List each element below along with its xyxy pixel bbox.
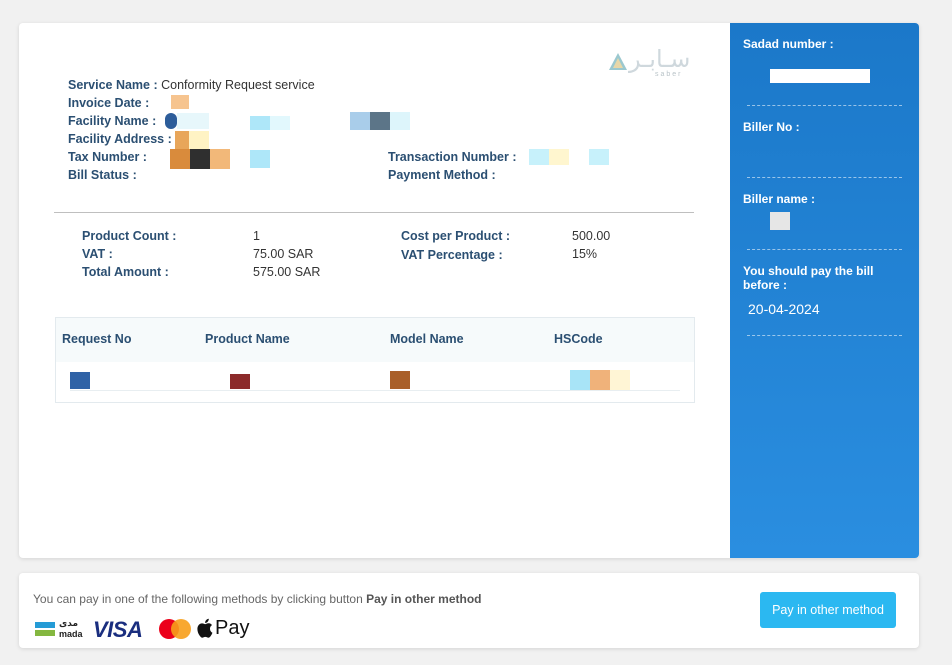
redacted-block: [189, 131, 209, 149]
vat-value: 75.00 SAR: [253, 247, 314, 261]
payment-instructions-text: You can pay in one of the following meth…: [33, 592, 363, 606]
transaction-number-label: Transaction Number :: [388, 150, 517, 164]
payment-instructions: You can pay in one of the following meth…: [33, 592, 481, 606]
visa-logo: VISA: [93, 617, 143, 642]
sidebar-separator: [747, 335, 902, 336]
request-table-header: Request No Product Name Model Name HSCod…: [56, 318, 694, 362]
cost-per-product-label: Cost per Product :: [401, 229, 511, 243]
invoice-main: سـابـر saber Service Name : Conformity R…: [19, 23, 730, 558]
facility-name-label: Facility Name :: [68, 114, 157, 128]
redacted-block: [190, 149, 210, 169]
redacted-biller-name: [770, 212, 790, 230]
redacted-product-name: [230, 374, 250, 389]
row-underline: [70, 390, 680, 391]
apple-icon: [197, 618, 213, 638]
payment-sidebar: Sadad number : Biller No : Biller name :…: [730, 23, 919, 558]
product-count-value: 1: [253, 229, 260, 243]
payment-method-label: Payment Method :: [388, 168, 496, 182]
redacted-block: [270, 116, 290, 130]
redacted-block: [370, 112, 390, 130]
redacted-invoice-date: [171, 95, 189, 109]
section-divider: [54, 212, 694, 213]
mada-logo: مدى mada: [35, 619, 87, 639]
mada-english: mada: [59, 629, 83, 639]
biller-name-label: Biller name :: [743, 192, 816, 206]
redacted-block: [175, 131, 189, 149]
tax-number-row: Tax Number :: [68, 150, 147, 164]
service-name-label: Service Name :: [68, 78, 158, 92]
redacted-request-no: [70, 372, 90, 389]
mada-icon: [35, 622, 55, 636]
facility-name-row: Facility Name :: [68, 114, 156, 128]
redacted-block: [210, 149, 230, 169]
table-row[interactable]: [56, 362, 694, 402]
sidebar-separator: [747, 249, 902, 250]
vat-percentage-label: VAT Percentage :: [401, 248, 503, 262]
redacted-block: [250, 116, 270, 130]
facility-address-label: Facility Address :: [68, 132, 172, 146]
saber-logo: سـابـر saber: [607, 45, 697, 79]
mada-arabic: مدى: [59, 619, 79, 629]
sidebar-separator: [747, 105, 902, 106]
invoice-card: سـابـر saber Service Name : Conformity R…: [19, 23, 919, 558]
redacted-sadad-number: [770, 69, 870, 83]
mastercard-icon: [159, 619, 191, 639]
product-count-label: Product Count :: [82, 229, 177, 243]
redacted-block: [177, 113, 209, 129]
redacted-block: [250, 150, 270, 168]
redacted-block: [170, 149, 190, 169]
redacted-facility-name: [165, 113, 177, 129]
bill-status-label: Bill Status :: [68, 168, 137, 182]
due-date-value: 20-04-2024: [748, 301, 820, 317]
saber-logo-latin: saber: [655, 71, 683, 78]
invoice-date-label: Invoice Date :: [68, 96, 150, 110]
cost-per-product-value: 500.00: [572, 229, 611, 243]
service-name-value: Conformity Request service: [161, 78, 315, 92]
request-table: Request No Product Name Model Name HSCod…: [55, 317, 695, 403]
pay-other-method-button[interactable]: Pay in other method: [760, 592, 896, 628]
payment-method-row: Payment Method :: [388, 168, 496, 182]
vat-label: VAT :: [82, 247, 113, 261]
redacted-hscode: [570, 370, 590, 390]
total-amount-value: 575.00 SAR: [253, 265, 321, 279]
due-date-label: You should pay the bill before :: [743, 264, 874, 292]
redacted-block: [390, 112, 410, 130]
header-model-name: Model Name: [390, 332, 464, 346]
redacted-block: [529, 149, 549, 165]
sadad-number-label: Sadad number :: [743, 37, 834, 51]
payment-instructions-bold: Pay in other method: [366, 592, 482, 606]
redacted-model-name: [390, 371, 410, 389]
biller-no-label: Biller No :: [743, 120, 800, 134]
apple-pay-text: Pay: [215, 617, 250, 639]
saber-logo-icon: [609, 53, 627, 70]
apple-pay-logo: Pay: [197, 617, 257, 641]
redacted-block: [610, 370, 630, 390]
redacted-block: [589, 149, 609, 165]
header-request-no: Request No: [62, 332, 132, 346]
facility-address-row: Facility Address :: [68, 132, 172, 146]
sidebar-separator: [747, 177, 902, 178]
redacted-block: [350, 112, 370, 130]
redacted-block: [590, 370, 610, 390]
saber-logo-arabic: سـابـر: [629, 45, 691, 73]
transaction-number-row: Transaction Number :: [388, 150, 517, 164]
invoice-date-row: Invoice Date :: [68, 96, 149, 110]
header-hscode: HSCode: [554, 332, 603, 346]
bill-status-row: Bill Status :: [68, 168, 137, 182]
tax-number-label: Tax Number :: [68, 150, 147, 164]
redacted-block: [549, 149, 569, 165]
total-amount-label: Total Amount :: [82, 265, 169, 279]
payment-footer: You can pay in one of the following meth…: [19, 573, 919, 648]
header-product-name: Product Name: [205, 332, 290, 346]
service-name-row: Service Name : Conformity Request servic…: [68, 78, 315, 92]
vat-percentage-value: 15%: [572, 247, 598, 261]
